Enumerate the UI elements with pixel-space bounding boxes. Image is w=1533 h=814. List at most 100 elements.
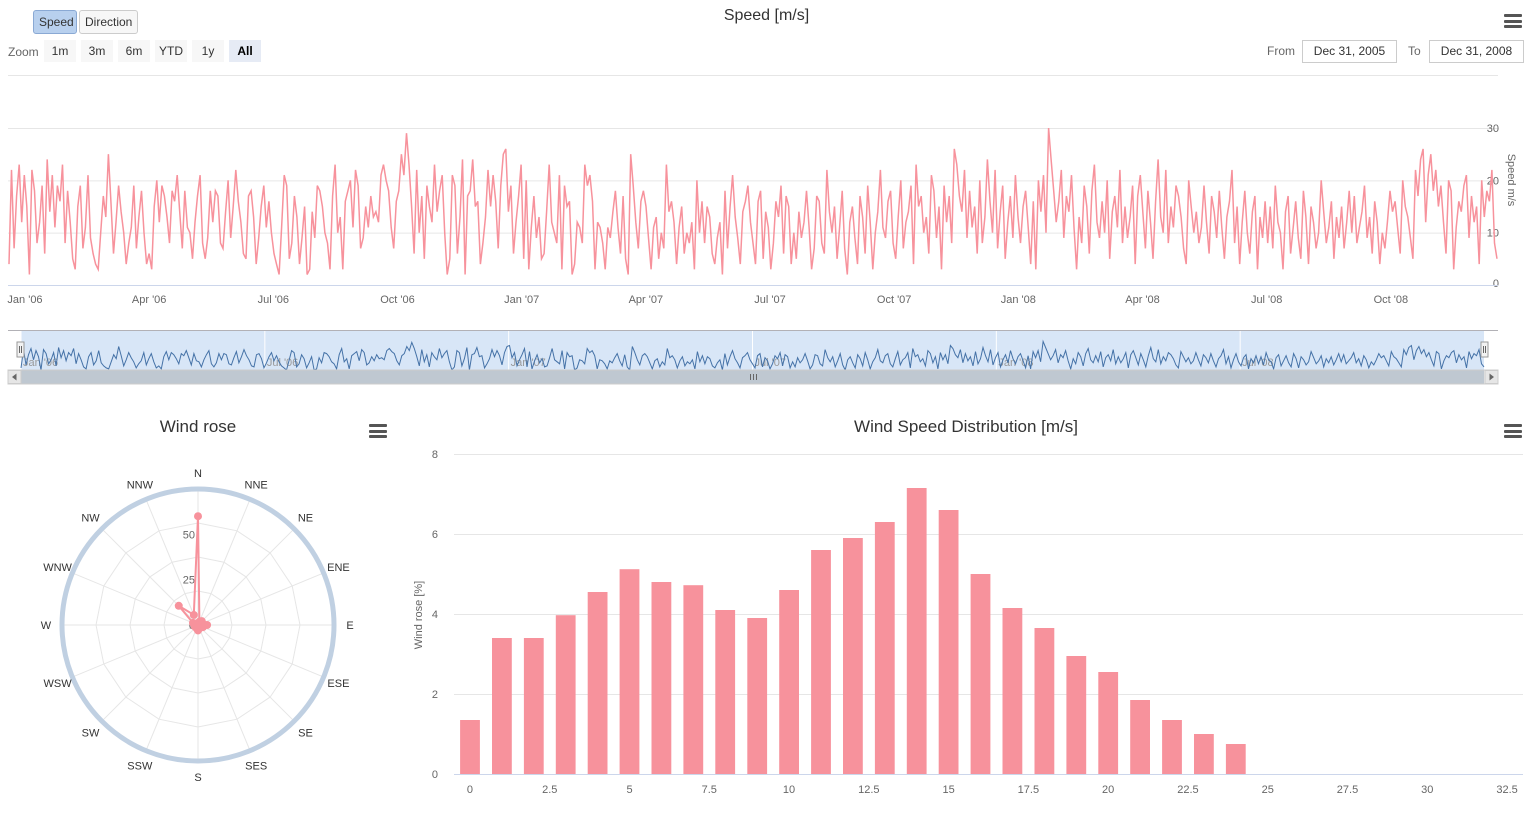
distribution-chart-title: Wind Speed Distribution [m/s] (854, 417, 1078, 436)
distribution-bar (874, 522, 895, 774)
distribution-bar (555, 615, 576, 774)
distribution-bar (906, 488, 927, 774)
wind-rose-spoke (197, 499, 251, 626)
speed-x-tick-label: Jan '07 (504, 294, 539, 306)
zoom-3m-button[interactable]: 3m (81, 40, 113, 62)
speed-x-tick-label: Oct '06 (380, 294, 415, 306)
distribution-x-tick-label: 10 (783, 784, 795, 796)
wind-rose-spoke (145, 499, 199, 626)
distribution-bar (587, 592, 608, 774)
distribution-bar (779, 590, 799, 774)
distribution-bar (1034, 628, 1055, 774)
to-label: To (1408, 44, 1421, 58)
wind-rose-direction-label: WNW (43, 562, 72, 574)
wind-rose-spoke (197, 572, 324, 626)
wind-rose-frame (59, 486, 337, 764)
wind-rose-direction-label: S (194, 772, 201, 784)
wind-rose-direction-label: SW (82, 727, 100, 739)
distribution-bar (1162, 720, 1182, 774)
distribution-x-tick-label: 20 (1102, 784, 1114, 796)
wind-rose-spoke (197, 624, 295, 722)
distribution-x-tick-label: 27.5 (1337, 784, 1358, 796)
distribution-y-tick-label: 6 (432, 529, 438, 541)
wind-rose-point (189, 610, 198, 619)
wind-rose-direction-label: SSW (127, 760, 153, 772)
speed-x-tick-label: Oct '07 (877, 294, 912, 306)
distribution-x-tick-label: 25 (1262, 784, 1274, 796)
distribution-bar (460, 720, 480, 774)
zoom-6m-button[interactable]: 6m (118, 40, 150, 62)
speed-x-tick-label: Jul '07 (754, 294, 785, 306)
zoom-all-button[interactable]: All (229, 40, 261, 62)
wind-rose-direction-label: ESE (327, 678, 349, 690)
distribution-y-tick-label: 2 (432, 689, 438, 701)
distribution-x-tick-label: 7.5 (702, 784, 717, 796)
distribution-bar (1098, 672, 1119, 774)
distribution-bar (651, 582, 672, 774)
scrollbar-thumb[interactable] (21, 370, 1484, 384)
zoom-ytd-button[interactable]: YTD (155, 40, 187, 62)
navigator-right-handle[interactable] (1480, 341, 1489, 358)
wind-rose-spoke (145, 624, 199, 751)
speed-x-tick-label: Jul '06 (258, 294, 289, 306)
speed-x-tick-label: Apr '06 (132, 294, 167, 306)
zoom-1y-button[interactable]: 1y (192, 40, 224, 62)
from-date-input[interactable]: Dec 31, 2005 (1302, 40, 1397, 63)
wind-rose-menu-icon[interactable] (369, 424, 387, 438)
speed-x-tick-label: Apr '08 (1125, 294, 1160, 306)
distribution-bar (938, 510, 959, 774)
distribution-y-tick-label: 4 (432, 609, 438, 621)
speed-series-line (8, 127, 1498, 275)
distribution-bar (619, 569, 640, 774)
wind-rose-spoke (72, 624, 199, 678)
wind-rose-direction-label: NW (81, 513, 100, 525)
distribution-bar (715, 610, 736, 774)
distribution-bar (1002, 608, 1023, 774)
distribution-bar (1194, 734, 1214, 774)
scrollbar[interactable] (7, 369, 1499, 385)
speed-chart-title: Speed [m/s] (723, 7, 810, 24)
wind-rose-point (174, 601, 183, 610)
wind-rose-direction-label: SE (298, 727, 313, 739)
speed-toggle-button[interactable]: Speed (33, 10, 77, 34)
direction-toggle-button[interactable]: Direction (79, 10, 138, 34)
distribution-bar (747, 618, 768, 774)
wind-rose-direction-label: WSW (44, 678, 73, 690)
distribution-bar (843, 538, 863, 774)
zoom-1m-button[interactable]: 1m (44, 40, 76, 62)
distribution-x-tick-label: 5 (626, 784, 632, 796)
distribution-x-tick-label: 12.5 (858, 784, 879, 796)
distribution-x-tick-label: 30 (1421, 784, 1433, 796)
wind-rose-radial-label: 50 (183, 529, 195, 541)
wind-rose-direction-label: SES (245, 760, 267, 772)
wind-speed-distribution-chart: 0 2 4 6 8 Wind rose [%] 0 2.5 5 7.5 10 12.5 15 17.5… (413, 449, 1523, 796)
distribution-bar (683, 585, 704, 774)
distribution-bar (1066, 656, 1087, 774)
wind-rose-direction-label: E (346, 620, 353, 632)
distribution-bar (970, 574, 991, 774)
distribution-y-tick-label: 0 (432, 769, 438, 781)
to-date-input[interactable]: Dec 31, 2008 (1429, 40, 1524, 63)
speed-chart-menu-icon[interactable] (1504, 14, 1522, 28)
navigator-left-handle[interactable] (16, 341, 25, 358)
distribution-bar (492, 638, 512, 774)
navigator[interactable]: Jan '06 Jul '06 Jan '07 Jul '07 Jan '08 Jul '… (8, 330, 1498, 372)
wind-rose-direction-label: NNE (245, 480, 268, 492)
wind-rose-direction-label: NNW (127, 480, 154, 492)
distribution-y-tick-label: 8 (432, 449, 438, 461)
from-label: From (1267, 44, 1295, 58)
zoom-label: Zoom (8, 45, 39, 59)
wind-rose-spoke (72, 572, 199, 626)
distribution-bar (523, 638, 544, 774)
navigator-series-line (20, 339, 1485, 372)
speed-y-tick-label: 30 (1487, 123, 1499, 135)
speed-x-tick-label: Oct '08 (1374, 294, 1409, 306)
wind-rose-point (194, 512, 202, 521)
distribution-chart-menu-icon[interactable] (1504, 424, 1522, 438)
wind-rose-direction-label: NE (298, 513, 313, 525)
wind-rose-direction-label: N (194, 468, 202, 480)
wind-rose-spoke (197, 528, 295, 626)
navigator-x-tick-label: Jan '06 (23, 357, 58, 369)
